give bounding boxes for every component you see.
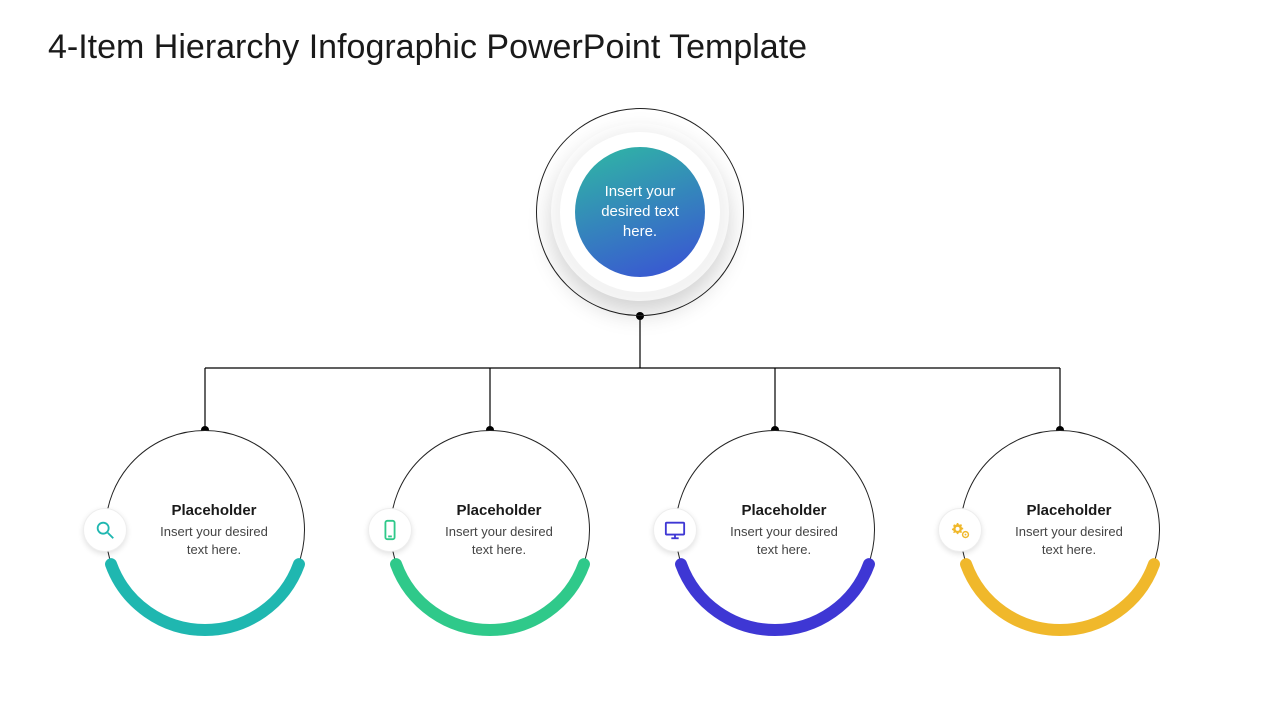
child-body: Insert your desired text here. xyxy=(719,523,849,558)
gears-icon xyxy=(938,508,982,552)
child-body: Insert your desired text here. xyxy=(1004,523,1134,558)
child-content: Placeholder Insert your desired text her… xyxy=(390,430,590,630)
root-text: Insert your desired text here. xyxy=(589,182,691,243)
child-content: Placeholder Insert your desired text her… xyxy=(105,430,305,630)
phone-icon xyxy=(368,508,412,552)
search-icon xyxy=(83,508,127,552)
child-content: Placeholder Insert your desired text her… xyxy=(960,430,1160,630)
child-title: Placeholder xyxy=(1026,502,1111,519)
child-body: Insert your desired text here. xyxy=(434,523,564,558)
child-node-1: Placeholder Insert your desired text her… xyxy=(105,430,305,630)
child-content: Placeholder Insert your desired text her… xyxy=(675,430,875,630)
child-title: Placeholder xyxy=(171,502,256,519)
child-node-2: Placeholder Insert your desired text her… xyxy=(390,430,590,630)
root-node: Insert your desired text here. xyxy=(575,147,705,277)
child-title: Placeholder xyxy=(741,502,826,519)
hierarchy-diagram: Insert your desired text here. Placehold… xyxy=(0,0,1280,720)
monitor-icon xyxy=(653,508,697,552)
child-title: Placeholder xyxy=(456,502,541,519)
child-node-4: Placeholder Insert your desired text her… xyxy=(960,430,1160,630)
root-disc: Insert your desired text here. xyxy=(551,123,729,301)
child-body: Insert your desired text here. xyxy=(149,523,279,558)
child-node-3: Placeholder Insert your desired text her… xyxy=(675,430,875,630)
